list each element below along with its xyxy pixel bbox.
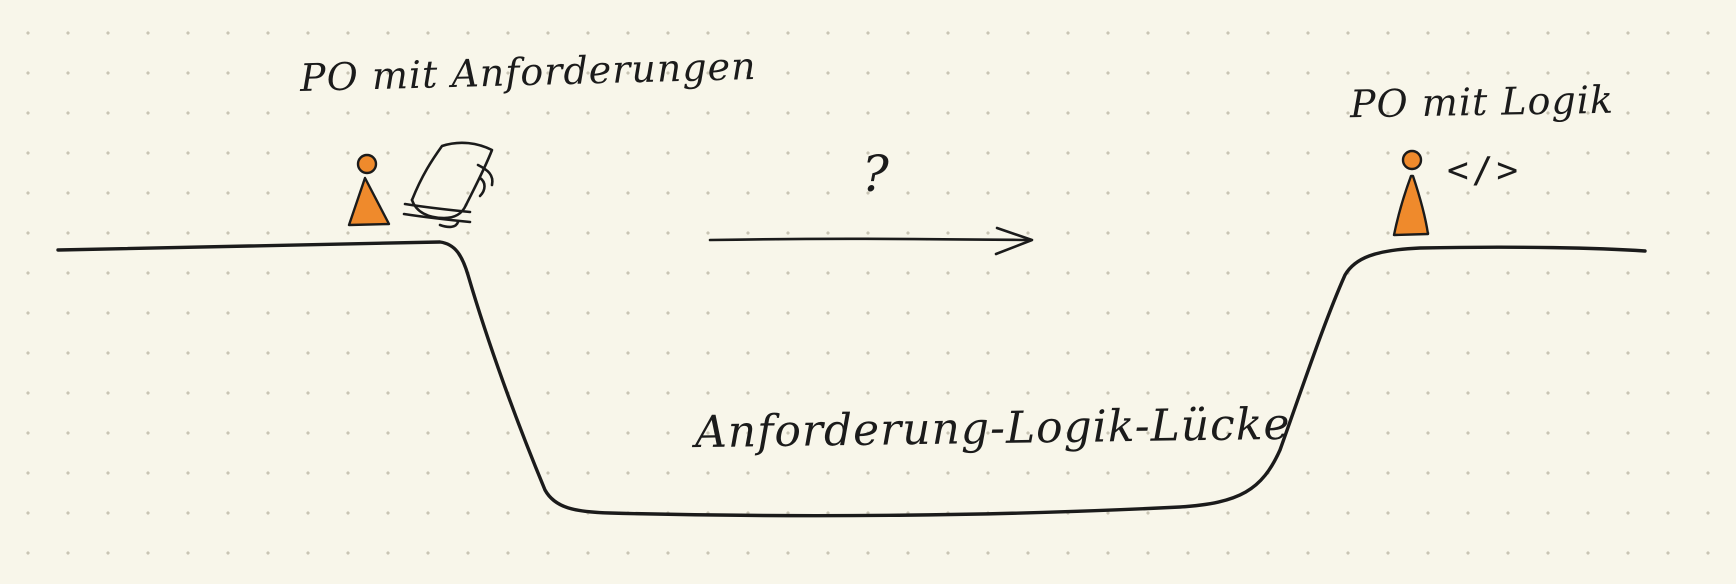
question-mark: ? — [862, 145, 890, 203]
canyon-outline — [56, 240, 1647, 518]
code-tag-icon: </> — [1447, 150, 1522, 191]
right-person-label: PO mit Logik — [1349, 77, 1615, 127]
left-person-icon — [347, 153, 391, 227]
scroll-icon — [402, 141, 494, 229]
gap-label: Anforderung-Logik-Lücke — [694, 398, 1291, 459]
arrow-right-icon — [708, 226, 1034, 256]
right-person-icon — [1392, 149, 1430, 237]
